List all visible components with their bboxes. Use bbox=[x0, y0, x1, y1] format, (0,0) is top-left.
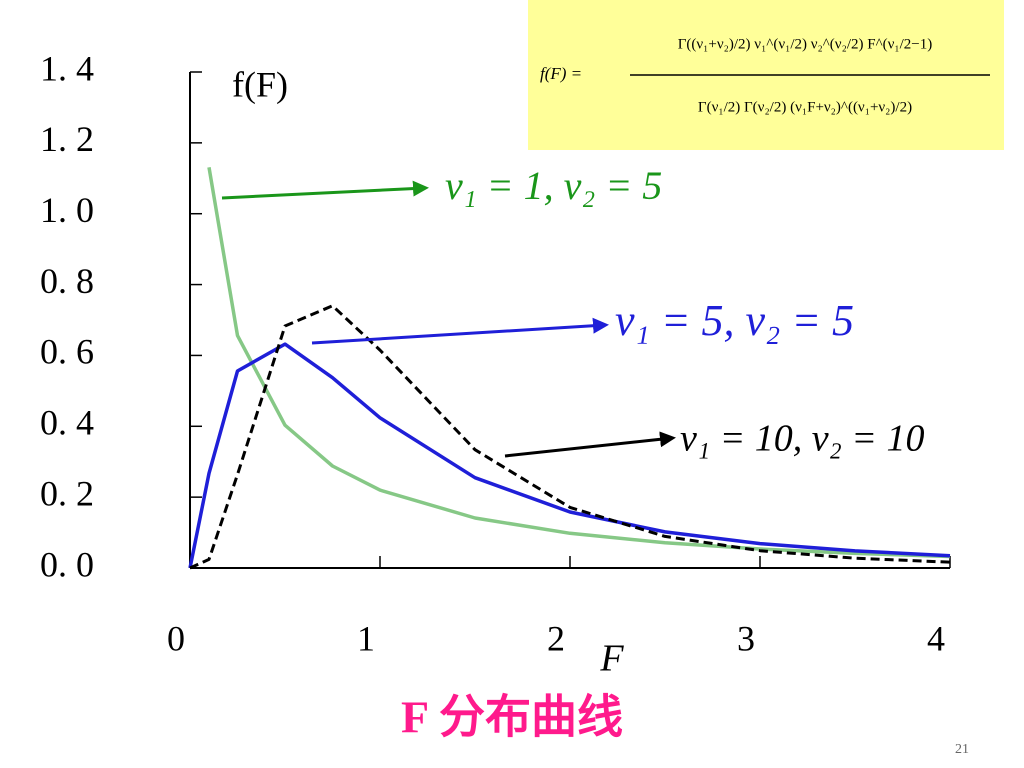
y-tick-label: 1. 0 bbox=[40, 190, 94, 230]
y-tick-label: 0. 4 bbox=[40, 403, 94, 443]
x-tick-label: 2 bbox=[547, 618, 565, 658]
formula-lhs: f(F) = bbox=[540, 64, 582, 83]
label-arrow bbox=[311, 317, 609, 345]
x-tick-label: 0 bbox=[167, 618, 185, 658]
formula-numerator: Γ((ν₁+ν₂)/2) ν₁^(ν₁/2) ν₂^(ν₂/2) F^(ν₁/2… bbox=[678, 36, 933, 52]
series-label: ν₁ = 10, ν₂ = 10 bbox=[680, 418, 924, 460]
label-arrow bbox=[504, 431, 676, 458]
page-number: 21 bbox=[955, 742, 969, 757]
y-axis-label: f(F) bbox=[232, 64, 288, 104]
label-arrow bbox=[221, 180, 429, 200]
y-tick-label: 0. 6 bbox=[40, 332, 94, 372]
series-label: ν₁ = 1, ν₂ = 5 bbox=[445, 163, 662, 208]
series-line bbox=[188, 342, 951, 569]
series-label: ν₁ = 5, ν₂ = 5 bbox=[615, 296, 854, 345]
series-line bbox=[207, 167, 951, 559]
x-tick-label: 1 bbox=[357, 618, 375, 658]
y-tick-label: 1. 2 bbox=[40, 119, 94, 159]
y-tick-label: 1. 4 bbox=[40, 48, 94, 88]
x-axis-label: F bbox=[599, 638, 624, 680]
y-tick-label: 0. 2 bbox=[40, 473, 94, 513]
formula-denominator: Γ(ν₁/2) Γ(ν₂/2) (ν₁F+ν₂)^((ν₁+ν₂)/2) bbox=[698, 99, 912, 115]
y-tick-label: 0. 0 bbox=[40, 544, 94, 584]
x-tick-label: 4 bbox=[927, 618, 945, 658]
x-tick-label: 3 bbox=[737, 618, 755, 658]
series-line bbox=[189, 304, 951, 570]
y-tick-label: 0. 8 bbox=[40, 261, 94, 301]
chart-title: F 分布曲线 bbox=[401, 692, 623, 743]
